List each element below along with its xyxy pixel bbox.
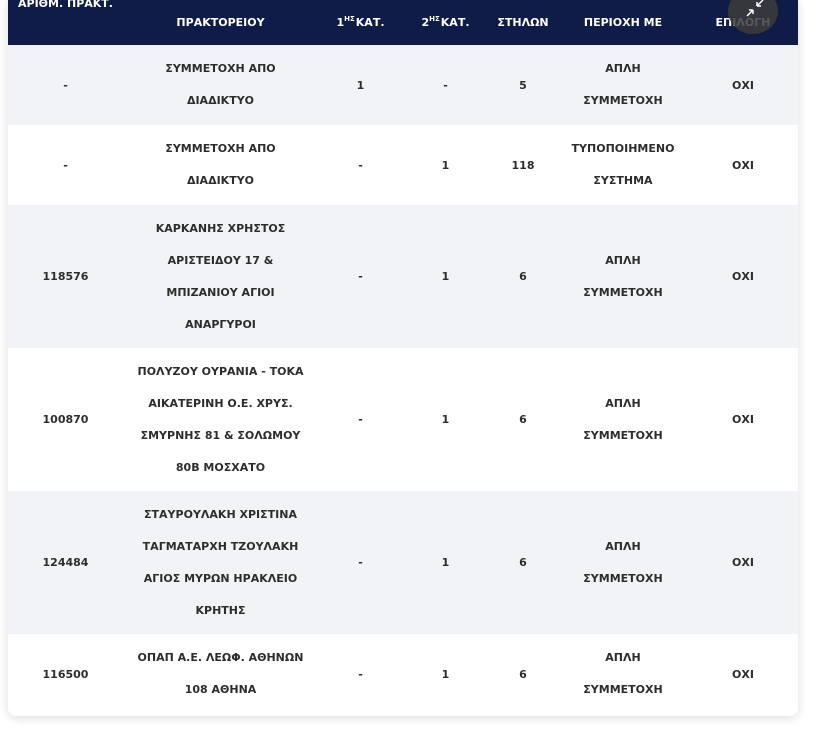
cell-second-category: 1: [441, 413, 450, 426]
cell-area: ΑΠΛΗ ΣΥΜΜΕΤΟΧΗ: [583, 253, 663, 299]
header-second-category-sup: ΗΣ: [429, 14, 440, 23]
header-first-category-sup: ΗΣ: [344, 14, 355, 23]
cell-choice: ΟΧΙ: [732, 667, 754, 681]
cell-agency: ΟΠΑΠ Α.Ε. ΛΕΩΦ. ΑΘΗΝΩΝ 108 ΑΘΗΝΑ: [137, 651, 304, 696]
cell-agency-id: 118576: [42, 270, 89, 283]
cell-choice: ΟΧΙ: [732, 270, 754, 283]
header-second-category-number: 2: [421, 16, 430, 29]
cell-area: ΑΠΛΗ ΣΥΜΜΕΤΟΧΗ: [583, 539, 663, 585]
cell-second-category: 1: [441, 556, 450, 569]
cell-choice: ΟΧΙ: [732, 78, 754, 92]
cell-agency: ΣΤΑΥΡΟΥΛΑΚΗ ΧΡΙΣΤΙΝΑ ΤΑΓΜΑΤΑΡΧΗ ΤΖΟΥΛΑΚΗ…: [142, 507, 299, 617]
cell-agency-id: 100870: [42, 413, 89, 426]
cell-agency-id: 116500: [42, 667, 89, 681]
table-row: 100870 ΠΟΛΥΖΟΥ ΟΥΡΑΝΙΑ - ΤΟΚΑ ΑΙΚΑΤΕΡΙΝΗ…: [8, 348, 798, 491]
cell-agency-id: 124484: [42, 556, 89, 569]
cell-area: ΑΠΛΗ ΣΥΜΜΕΤΟΧΗ: [583, 651, 663, 696]
header-first-category-suffix: ΚΑΤ.: [355, 16, 385, 29]
cell-area: ΤΥΠΟΠΟΙΗΜΕΝΟ ΣΥΣΤΗΜΑ: [571, 142, 675, 187]
table-row: 118576 ΚΑΡΚΑΝΗΣ ΧΡΗΣΤΟΣ ΑΡΙΣΤΕΙΔΟΥ 17 & …: [8, 205, 798, 348]
cell-second-category: 1: [441, 270, 450, 283]
cell-area: ΑΠΛΗ ΣΥΜΜΕΤΟΧΗ: [583, 62, 663, 107]
cell-first-category: -: [358, 158, 363, 172]
cell-agency: ΣΥΜΜΕΤΟΧΗ ΑΠΟ ΔΙΑΔΙΚΤΥΟ: [165, 62, 276, 107]
header-agency-id: ΑΡΙΘΜ. ΠΡΑΚΤ.: [18, 0, 113, 10]
cell-columns: 6: [519, 413, 527, 426]
header-second-category-suffix: ΚΑΤ.: [440, 16, 470, 29]
header-first-category-number: 1: [336, 16, 345, 29]
header-columns: ΣΤΗΛΩΝ: [497, 16, 549, 29]
table-body: - ΣΥΜΜΕΤΟΧΗ ΑΠΟ ΔΙΑΔΙΚΤΥΟ 1 - 5 ΑΠΛΗ ΣΥΜ…: [8, 45, 798, 714]
header-first-category: 1 ΗΣ ΚΑΤ.: [318, 0, 403, 45]
cell-first-category: -: [358, 667, 363, 681]
cell-agency-id: -: [63, 78, 68, 92]
cell-second-category: 1: [441, 667, 450, 681]
header-area: ΠΕΡΙΟΧΗ ΜΕ: [583, 16, 663, 29]
cell-agency-id: -: [63, 158, 68, 172]
cell-first-category: -: [358, 270, 363, 283]
table-row: 116500 ΟΠΑΠ Α.Ε. ΛΕΩΦ. ΑΘΗΝΩΝ 108 ΑΘΗΝΑ …: [8, 634, 798, 714]
cell-first-category: 1: [356, 78, 365, 92]
header-agency: ΠΡΑΚΤΟΡΕΙΟΥ: [176, 16, 265, 29]
cell-choice: ΟΧΙ: [732, 158, 754, 172]
cell-choice: ΟΧΙ: [732, 556, 754, 569]
cell-second-category: 1: [441, 158, 450, 172]
cell-choice: ΟΧΙ: [732, 413, 754, 426]
table-row: - ΣΥΜΜΕΤΟΧΗ ΑΠΟ ΔΙΑΔΙΚΤΥΟ 1 - 5 ΑΠΛΗ ΣΥΜ…: [8, 45, 798, 125]
cell-columns: 6: [519, 270, 527, 283]
agencies-table-card: ΑΡΙΘΜ. ΠΡΑΚΤ. ΠΡΑΚΤΟΡΕΙΟΥ 1 ΗΣ ΚΑΤ. 2 ΗΣ Κ…: [8, 0, 798, 716]
cell-columns: 6: [519, 556, 527, 569]
cell-columns: 6: [519, 667, 527, 681]
header-second-category: 2 ΗΣ ΚΑΤ.: [403, 0, 488, 45]
table-header: ΑΡΙΘΜ. ΠΡΑΚΤ. ΠΡΑΚΤΟΡΕΙΟΥ 1 ΗΣ ΚΑΤ. 2 ΗΣ Κ…: [8, 0, 798, 45]
cell-second-category: -: [443, 78, 448, 92]
cell-columns: 118: [511, 158, 535, 172]
table-row: - ΣΥΜΜΕΤΟΧΗ ΑΠΟ ΔΙΑΔΙΚΤΥΟ - 1 118 ΤΥΠΟΠΟ…: [8, 125, 798, 205]
cell-agency: ΚΑΡΚΑΝΗΣ ΧΡΗΣΤΟΣ ΑΡΙΣΤΕΙΔΟΥ 17 & ΜΠΙΖΑΝΙ…: [155, 221, 286, 331]
cell-first-category: -: [358, 556, 363, 569]
cell-columns: 5: [519, 78, 527, 92]
cell-agency: ΠΟΛΥΖΟΥ ΟΥΡΑΝΙΑ - ΤΟΚΑ ΑΙΚΑΤΕΡΙΝΗ Ο.Ε. Χ…: [137, 364, 304, 474]
cell-first-category: -: [358, 413, 363, 426]
cell-agency: ΣΥΜΜΕΤΟΧΗ ΑΠΟ ΔΙΑΔΙΚΤΥΟ: [165, 142, 276, 187]
collapse-arrows-icon[interactable]: [745, 0, 765, 18]
cell-area: ΑΠΛΗ ΣΥΜΜΕΤΟΧΗ: [583, 396, 663, 442]
table-row: 124484 ΣΤΑΥΡΟΥΛΑΚΗ ΧΡΙΣΤΙΝΑ ΤΑΓΜΑΤΑΡΧΗ Τ…: [8, 491, 798, 634]
